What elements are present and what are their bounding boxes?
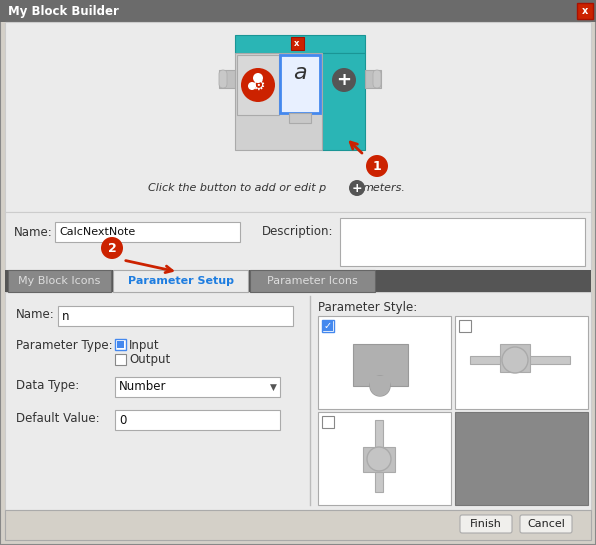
Text: +: +: [352, 181, 362, 195]
Bar: [289, 113, 311, 123]
Circle shape: [367, 447, 391, 471]
Bar: [8, 270, 111, 292]
Text: ▼: ▼: [269, 383, 277, 391]
Bar: [5, 292, 591, 510]
Bar: [115, 377, 280, 397]
FancyBboxPatch shape: [520, 515, 572, 533]
Bar: [291, 37, 304, 50]
Bar: [318, 316, 451, 409]
Text: My Block Icons: My Block Icons: [18, 276, 101, 286]
Bar: [235, 35, 365, 53]
Text: Parameter Style:: Parameter Style:: [318, 301, 417, 314]
Bar: [237, 55, 279, 115]
Bar: [280, 55, 320, 113]
Bar: [353, 344, 408, 386]
Bar: [455, 412, 588, 505]
Text: x: x: [582, 6, 588, 16]
FancyBboxPatch shape: [460, 515, 512, 533]
Circle shape: [248, 82, 256, 90]
Bar: [250, 270, 375, 292]
Text: Parameter Setup: Parameter Setup: [128, 276, 234, 286]
Bar: [115, 339, 126, 350]
FancyBboxPatch shape: [219, 70, 227, 88]
Bar: [363, 447, 395, 472]
Circle shape: [370, 376, 390, 396]
Text: My Block Builder: My Block Builder: [8, 4, 119, 17]
Bar: [5, 22, 591, 212]
Text: Cancel: Cancel: [527, 519, 565, 529]
Text: Click the button to add or edit p: Click the button to add or edit p: [148, 183, 326, 193]
Bar: [55, 222, 240, 242]
Bar: [375, 420, 383, 492]
Bar: [318, 412, 451, 505]
Text: ✓: ✓: [324, 321, 332, 331]
Text: a: a: [293, 63, 307, 83]
Circle shape: [332, 68, 356, 92]
Text: n: n: [62, 310, 70, 323]
Bar: [459, 320, 471, 332]
Circle shape: [101, 237, 123, 259]
Circle shape: [349, 180, 365, 196]
Bar: [455, 316, 588, 409]
Circle shape: [370, 376, 390, 396]
Bar: [58, 306, 293, 326]
Bar: [470, 356, 570, 364]
Bar: [5, 510, 591, 540]
Bar: [5, 270, 591, 292]
Text: 1: 1: [372, 160, 381, 173]
Bar: [115, 410, 280, 430]
Bar: [235, 53, 322, 150]
Text: ⚙: ⚙: [251, 77, 265, 93]
Bar: [5, 212, 591, 270]
Circle shape: [366, 155, 388, 177]
Bar: [322, 320, 334, 332]
Bar: [117, 341, 124, 348]
Text: Output: Output: [129, 354, 170, 366]
Bar: [322, 53, 365, 150]
Text: 2: 2: [108, 241, 116, 255]
Text: Description:: Description:: [262, 226, 334, 239]
Bar: [577, 3, 593, 19]
Text: x: x: [294, 39, 300, 48]
Text: CalcNextNote: CalcNextNote: [59, 227, 135, 237]
Circle shape: [253, 73, 263, 83]
Text: Name:: Name:: [16, 308, 55, 322]
Circle shape: [241, 68, 275, 102]
Text: Number: Number: [119, 380, 166, 393]
Bar: [500, 344, 530, 372]
Bar: [365, 70, 381, 88]
Text: Default Value:: Default Value:: [16, 411, 100, 425]
Text: 0: 0: [119, 414, 126, 427]
Bar: [115, 354, 126, 365]
Bar: [113, 270, 248, 292]
Text: Parameter Type:: Parameter Type:: [16, 338, 113, 352]
Text: Finish: Finish: [470, 519, 502, 529]
FancyBboxPatch shape: [373, 70, 381, 88]
Circle shape: [502, 347, 528, 373]
Text: Data Type:: Data Type:: [16, 378, 79, 391]
Bar: [370, 376, 390, 386]
Text: meters.: meters.: [363, 183, 406, 193]
Bar: [323, 321, 333, 331]
Text: Name:: Name:: [14, 226, 53, 239]
Bar: [219, 70, 235, 88]
Bar: [322, 416, 334, 428]
Bar: [340, 218, 585, 266]
Bar: [0, 0, 596, 22]
Text: Parameter Icons: Parameter Icons: [267, 276, 358, 286]
Text: Input: Input: [129, 338, 160, 352]
Text: +: +: [337, 71, 352, 89]
